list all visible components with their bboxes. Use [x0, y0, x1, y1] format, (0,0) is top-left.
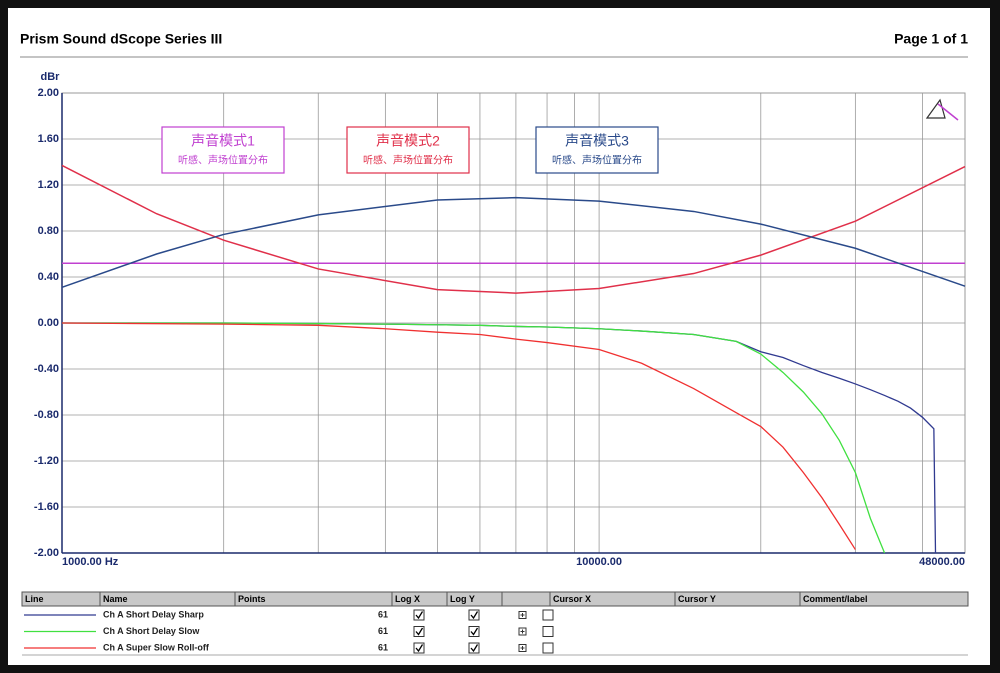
y-axis-label: dBr [41, 71, 61, 83]
table-header: Cursor X [553, 594, 591, 604]
table-header: Name [103, 594, 128, 604]
table-header: Log Y [450, 594, 475, 604]
annotation-title: 声音模式2 [376, 133, 440, 149]
y-tick-label: -1.60 [34, 501, 59, 513]
checkmark [470, 627, 479, 636]
legend-table: Line Name Points Log X Log Y Cursor X Cursor Y… [21, 591, 969, 656]
table-header: Points [238, 594, 266, 604]
y-tick-label: -0.80 [34, 409, 59, 421]
checkmark [415, 644, 424, 653]
checkmark [470, 611, 479, 620]
checkbox [413, 626, 425, 637]
series-line [61, 322, 856, 550]
annotation-box [535, 126, 659, 174]
cursor-icon [925, 98, 959, 121]
annotation-box [346, 126, 470, 174]
y-tick-label: -1.20 [34, 455, 59, 467]
annotation-box [161, 126, 285, 174]
annotation-subtitle: 听感、声场位置分布 [178, 154, 268, 167]
checkmark [415, 611, 424, 620]
checkbox [542, 642, 554, 654]
legend-name: Ch A Short Delay Sharp [103, 609, 204, 619]
y-tick-label: -2.00 [34, 547, 59, 559]
x-tick-label: 10000.00 [576, 556, 622, 568]
checkbox [542, 609, 554, 621]
annotation-subtitle: 听感、声场位置分布 [363, 154, 453, 167]
y-tick-label: 0.00 [38, 317, 59, 329]
table-header: Cursor Y [678, 594, 716, 604]
checkbox [468, 609, 480, 621]
y-tick-label: -0.40 [34, 363, 59, 375]
expand-plus [520, 646, 525, 650]
plot: 1000.00 Hz 10000.00 48000.00 2.00 1.60 1.20 0.… [34, 87, 966, 568]
y-tick-label: 1.20 [38, 179, 59, 191]
overlay-curve [61, 164, 966, 294]
header-page: Page 1 of 1 [894, 31, 968, 47]
points-count: 61 [378, 626, 388, 636]
series-line [62, 322, 886, 554]
legend-name: Ch A Super Slow Roll-off [103, 642, 210, 652]
checkbox [468, 626, 480, 637]
table-header: Comment/label [803, 594, 868, 604]
annotation-title: 声音模式3 [565, 133, 629, 149]
header-title: Prism Sound dScope Series III [20, 31, 222, 47]
checkbox [542, 626, 554, 637]
annotation-subtitle: 听感、声场位置分布 [552, 154, 642, 167]
x-tick-label: 48000.00 [919, 556, 965, 568]
y-tick-label: 0.40 [38, 271, 59, 283]
points-count: 61 [378, 609, 388, 619]
checkbox [468, 642, 480, 654]
table-header: Line [25, 594, 44, 604]
y-tick-label: 0.80 [38, 225, 59, 237]
x-tick-label: 1000.00 Hz [62, 556, 119, 568]
legend-name: Ch A Short Delay Slow [103, 626, 200, 636]
annotation-title: 声音模式1 [191, 133, 255, 149]
expand-plus [520, 629, 525, 634]
checkmark [415, 627, 424, 636]
checkmark [470, 644, 479, 653]
expand-plus [520, 613, 525, 617]
table-header: Log X [395, 594, 420, 604]
checkbox [413, 609, 425, 621]
y-tick-label: 1.60 [38, 133, 59, 145]
y-tick-label: 2.00 [38, 87, 59, 99]
points-count: 61 [378, 642, 388, 652]
checkbox [413, 642, 425, 654]
overlay-curve [61, 196, 966, 289]
